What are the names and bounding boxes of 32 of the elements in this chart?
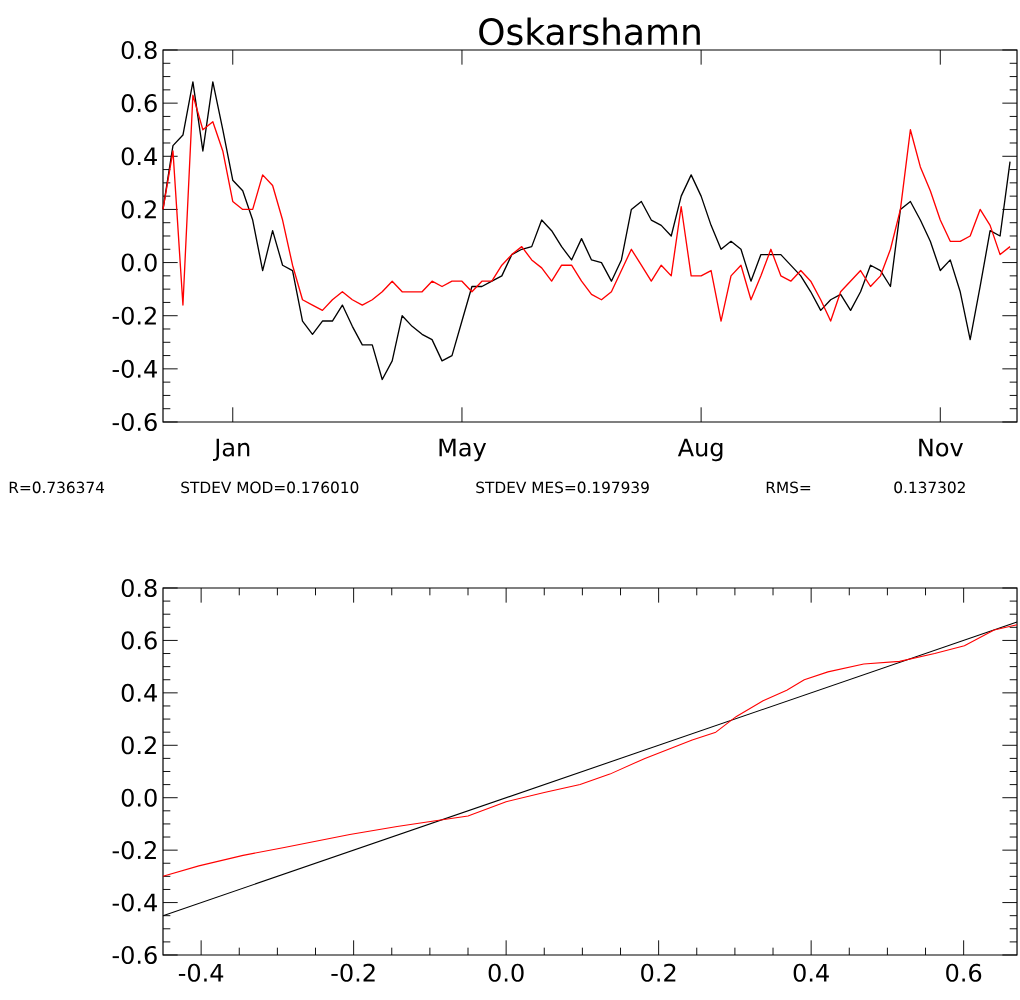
y-tick-label: 0.6	[121, 631, 157, 650]
y-tick-label: -0.4	[112, 359, 157, 378]
x-tick-label: -0.4	[178, 963, 224, 982]
text: STDEV MOD=0.176010	[181, 481, 359, 494]
y-tick-label: -0.6	[112, 412, 157, 432]
y-tick-label: 0.2	[121, 200, 156, 219]
x-tick-label: 0.0	[488, 963, 524, 982]
text: 0.137302	[894, 481, 965, 494]
x-tick-label: Jan	[213, 438, 250, 462]
y-tick-label: -0.4	[112, 893, 157, 912]
y-tick-label: 0.6	[121, 94, 157, 113]
y-tick-label: 0.8	[121, 578, 157, 598]
text: RMS=	[766, 481, 811, 494]
y-tick-label: 0.8	[121, 40, 157, 60]
y-tick-label: 0.0	[121, 253, 157, 272]
x-tick-label: 0.2	[641, 963, 676, 982]
y-tick-label: -0.2	[112, 841, 156, 860]
x-tick-label: 0.6	[946, 963, 982, 982]
text: R=0.736374	[9, 481, 105, 494]
chart-title: Oskarshamn	[479, 17, 700, 46]
x-tick-label: -0.2	[331, 963, 375, 982]
x-tick-label: Aug	[677, 438, 723, 462]
text: STDEV MES=0.197939	[476, 481, 649, 494]
x-tick-label: May	[439, 438, 487, 462]
y-tick-label: 0.4	[121, 683, 157, 702]
x-tick-label: 0.4	[793, 963, 829, 982]
y-tick-label: 0.2	[121, 736, 156, 755]
y-tick-label: -0.2	[112, 306, 156, 325]
y-tick-label: 0.4	[121, 147, 157, 166]
x-tick-label: Nov	[919, 438, 963, 457]
y-tick-label: 0.0	[121, 788, 157, 807]
y-tick-label: -0.6	[112, 945, 157, 965]
